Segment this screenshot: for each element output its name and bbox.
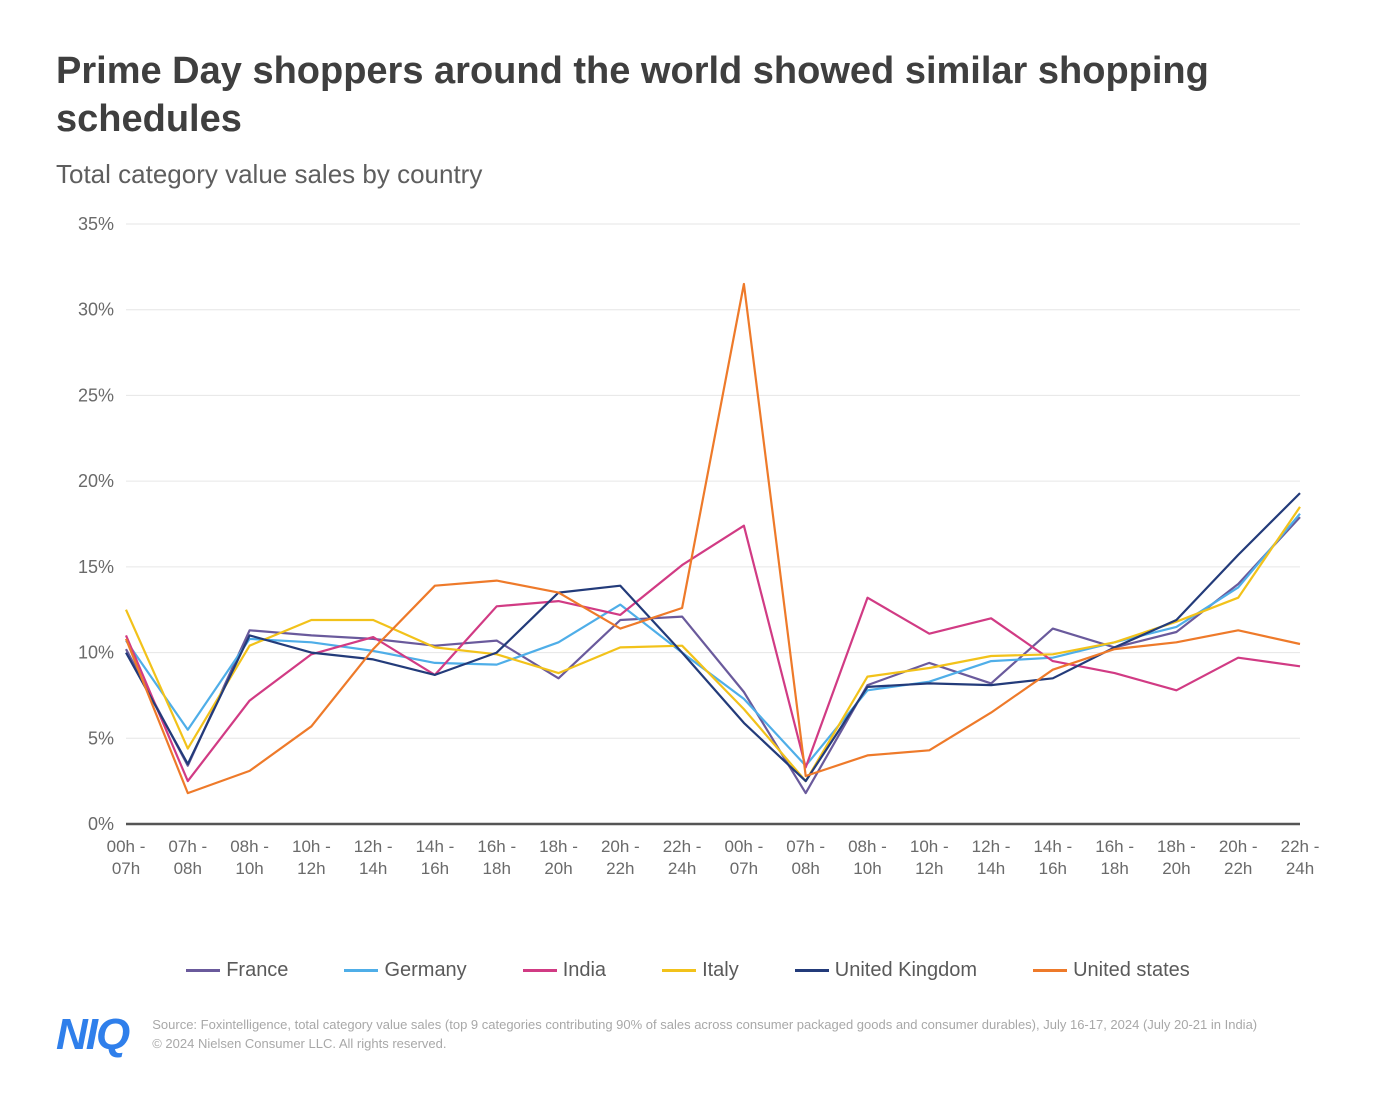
x-tick-label: 16h -: [1095, 837, 1134, 856]
x-tick-label: 08h: [791, 859, 819, 878]
y-tick-label: 15%: [78, 557, 114, 577]
y-tick-label: 5%: [88, 728, 114, 748]
legend-swatch: [344, 969, 378, 972]
chart-legend: France Germany India Italy United Kingdom Uni…: [56, 959, 1320, 982]
legend-item: Italy: [662, 959, 739, 982]
x-tick-label: 22h -: [1281, 837, 1320, 856]
source-text: Source: Foxintelligence, total category …: [152, 1016, 1257, 1054]
series-line: [126, 517, 1300, 793]
x-tick-label: 20h -: [601, 837, 640, 856]
legend-item: United states: [1033, 959, 1190, 982]
niq-logo: NIQ: [56, 1010, 128, 1060]
legend-swatch: [186, 969, 220, 972]
x-tick-label: 10h: [235, 859, 263, 878]
y-tick-label: 0%: [88, 814, 114, 834]
x-tick-label: 12h -: [972, 837, 1011, 856]
source-line-1: Source: Foxintelligence, total category …: [152, 1016, 1257, 1035]
legend-swatch: [795, 969, 829, 972]
legend-label: Germany: [384, 959, 466, 982]
x-tick-label: 18h: [483, 859, 511, 878]
line-chart-svg: 0% 5% 10% 15% 20% 25% 30% 35% 00h - 07h 07h - 08h 08…: [56, 214, 1320, 894]
legend-label: India: [563, 959, 606, 982]
chart-footer: NIQ Source: Foxintelligence, total categ…: [56, 1010, 1320, 1060]
y-tick-label: 20%: [78, 471, 114, 491]
legend-label: United Kingdom: [835, 959, 977, 982]
x-tick-label: 22h: [1224, 859, 1252, 878]
x-tick-label: 07h -: [786, 837, 825, 856]
x-tick-label: 08h -: [230, 837, 269, 856]
x-tick-label: 18h -: [1157, 837, 1196, 856]
x-tick-label: 12h: [915, 859, 943, 878]
x-tick-label: 22h: [606, 859, 634, 878]
x-tick-label: 10h -: [292, 837, 331, 856]
legend-swatch: [662, 969, 696, 972]
x-tick-label: 18h: [1100, 859, 1128, 878]
x-tick-label: 00h -: [725, 837, 764, 856]
x-tick-label: 07h -: [168, 837, 207, 856]
x-tick-label: 18h -: [539, 837, 578, 856]
chart-title: Prime Day shoppers around the world show…: [56, 48, 1320, 143]
x-tick-label: 14h -: [1033, 837, 1072, 856]
legend-item: Germany: [344, 959, 466, 982]
chart-area: 0% 5% 10% 15% 20% 25% 30% 35% 00h - 07h 07h - 08h 08…: [56, 214, 1320, 941]
x-tick-label: 14h: [977, 859, 1005, 878]
x-tick-label: 10h -: [910, 837, 949, 856]
x-tick-label: 16h -: [477, 837, 516, 856]
x-tick-label: 10h: [853, 859, 881, 878]
x-tick-label: 07h: [730, 859, 758, 878]
x-tick-label: 00h -: [107, 837, 146, 856]
legend-label: United states: [1073, 959, 1190, 982]
legend-swatch: [1033, 969, 1067, 972]
series-line: [126, 284, 1300, 793]
y-tick-label: 10%: [78, 643, 114, 663]
legend-item: India: [523, 959, 606, 982]
x-tick-label: 20h: [544, 859, 572, 878]
x-tick-label: 08h: [174, 859, 202, 878]
x-tick-label: 16h: [421, 859, 449, 878]
legend-item: France: [186, 959, 288, 982]
x-tick-label: 07h: [112, 859, 140, 878]
x-tick-label: 12h: [297, 859, 325, 878]
y-tick-label: 25%: [78, 385, 114, 405]
x-tick-label: 20h -: [1219, 837, 1258, 856]
x-tick-label: 08h -: [848, 837, 887, 856]
x-tick-label: 14h -: [416, 837, 455, 856]
x-tick-label: 12h -: [354, 837, 393, 856]
legend-item: United Kingdom: [795, 959, 977, 982]
chart-subtitle: Total category value sales by country: [56, 159, 1320, 190]
x-tick-label: 22h -: [663, 837, 702, 856]
y-tick-label: 30%: [78, 300, 114, 320]
x-tick-label: 24h: [668, 859, 696, 878]
x-tick-label: 14h: [359, 859, 387, 878]
x-tick-label: 24h: [1286, 859, 1314, 878]
legend-label: France: [226, 959, 288, 982]
x-tick-label: 16h: [1039, 859, 1067, 878]
y-tick-label: 35%: [78, 214, 114, 234]
legend-swatch: [523, 969, 557, 972]
source-line-2: © 2024 Nielsen Consumer LLC. All rights …: [152, 1035, 1257, 1054]
x-tick-label: 20h: [1162, 859, 1190, 878]
legend-label: Italy: [702, 959, 739, 982]
